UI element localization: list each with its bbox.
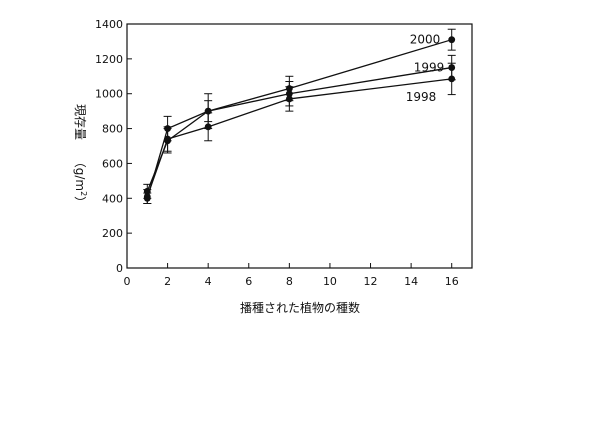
y-tick-label: 0 bbox=[116, 262, 123, 275]
x-tick-label: 10 bbox=[323, 275, 337, 288]
y-tick-label: 400 bbox=[102, 192, 123, 205]
y-axis-unit: （g/m2） bbox=[73, 156, 88, 208]
y-axis-unit-prefix: （g/m bbox=[73, 156, 87, 191]
series-2000 bbox=[143, 28, 456, 205]
plot-frame bbox=[126, 23, 473, 269]
x-axis-title: 播種された植物の種数 bbox=[240, 300, 360, 315]
data-point bbox=[164, 135, 171, 143]
x-tick-label: 0 bbox=[124, 275, 131, 288]
data-point bbox=[143, 193, 151, 200]
x-tick-label: 8 bbox=[286, 275, 293, 288]
x-tick-label: 12 bbox=[364, 275, 378, 288]
data-point bbox=[285, 95, 293, 103]
series-labels: 2000 1999 1998 bbox=[406, 33, 445, 104]
series-label-1998: 1998 bbox=[406, 90, 437, 104]
y-axis-title: 現存量 bbox=[73, 104, 87, 140]
y-tick-label: 800 bbox=[102, 123, 123, 136]
series-1998 bbox=[143, 62, 456, 205]
series-1999 bbox=[143, 54, 456, 199]
series-line bbox=[146, 39, 452, 199]
y-tick-label: 1000 bbox=[95, 88, 123, 101]
x-tick-label: 14 bbox=[404, 275, 418, 288]
series-label-2000: 2000 bbox=[410, 33, 441, 47]
axis-ticks: 0 2 4 6 8 10 12 14 16 0 200 400 600 800 1000 1200 1400 bbox=[95, 18, 459, 288]
plot-frame bbox=[126, 23, 473, 269]
x-tick-label: 4 bbox=[205, 275, 212, 288]
y-tick-label: 1200 bbox=[95, 53, 123, 66]
series-label-1999: 1999 bbox=[414, 61, 445, 75]
x-tick-label: 6 bbox=[245, 275, 252, 288]
y-axis-unit-sup: 2 bbox=[79, 191, 88, 196]
data-series bbox=[143, 28, 456, 205]
y-axis-unit-suffix: ） bbox=[73, 196, 87, 208]
x-tick-label: 2 bbox=[164, 275, 171, 288]
data-point bbox=[448, 75, 456, 83]
y-tick-label: 1400 bbox=[95, 18, 123, 31]
series-line bbox=[146, 66, 452, 192]
y-tick-label: 200 bbox=[102, 227, 123, 240]
y-tick-label: 600 bbox=[102, 157, 123, 170]
data-point bbox=[204, 123, 212, 131]
data-point bbox=[448, 36, 456, 44]
x-tick-label: 16 bbox=[445, 275, 459, 288]
